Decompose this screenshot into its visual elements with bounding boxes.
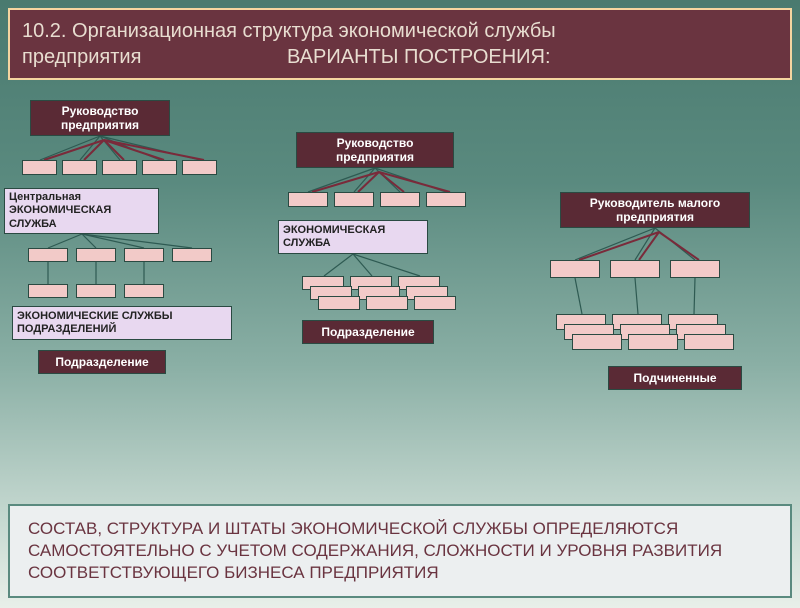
v1-mid-3 [142, 160, 177, 175]
v2-stack-7 [366, 296, 408, 310]
v3-r1-2 [670, 260, 720, 278]
v1-mid-2 [102, 160, 137, 175]
v1-r4-0 [28, 284, 68, 298]
v1-mid-0 [22, 160, 57, 175]
v3-r1-0 [550, 260, 600, 278]
diagram-area: Руководство предприятия Центральная ЭКОНО… [0, 88, 800, 468]
v2-mid-0 [288, 192, 328, 207]
v1-bottom: Подразделение [38, 350, 166, 374]
v2-top: Руководство предприятия [296, 132, 454, 168]
v3-top: Руководитель малого предприятия [560, 192, 750, 228]
slide-header: 10.2. Организационная структура экономич… [8, 8, 792, 80]
v2-bottom: Подразделение [302, 320, 434, 344]
v1-r3-1 [76, 248, 116, 262]
v2-stack-6 [318, 296, 360, 310]
v1-lilac2: ЭКОНОМИЧЕСКИЕ СЛУЖБЫ ПОДРАЗДЕЛЕНИЙ [12, 306, 232, 340]
header-line2: предприятия ВАРИАНТЫ ПОСТРОЕНИЯ: [22, 44, 778, 70]
v1-r4-1 [76, 284, 116, 298]
v3-r1-1 [610, 260, 660, 278]
v2-mid-3 [426, 192, 466, 207]
header-line1: 10.2. Организационная структура экономич… [22, 18, 778, 44]
v1-mid-1 [62, 160, 97, 175]
v3-bottom: Подчиненные [608, 366, 742, 390]
v2-stack-8 [414, 296, 456, 310]
v2-mid-1 [334, 192, 374, 207]
v2-mid-2 [380, 192, 420, 207]
v1-r3-2 [124, 248, 164, 262]
v3-stack-6 [572, 334, 622, 350]
v1-top: Руководство предприятия [30, 100, 170, 136]
v1-r4-2 [124, 284, 164, 298]
v1-lilac1: Центральная ЭКОНОМИЧЕСКАЯ СЛУЖБА [4, 188, 159, 234]
v2-lilac: ЭКОНОМИЧЕСКАЯ СЛУЖБА [278, 220, 428, 254]
v1-r3-0 [28, 248, 68, 262]
v1-r3-3 [172, 248, 212, 262]
v3-stack-7 [628, 334, 678, 350]
v3-stack-8 [684, 334, 734, 350]
footer-text: СОСТАВ, СТРУКТУРА И ШТАТЫ ЭКОНОМИЧЕСКОЙ … [8, 504, 792, 598]
v1-mid-4 [182, 160, 217, 175]
